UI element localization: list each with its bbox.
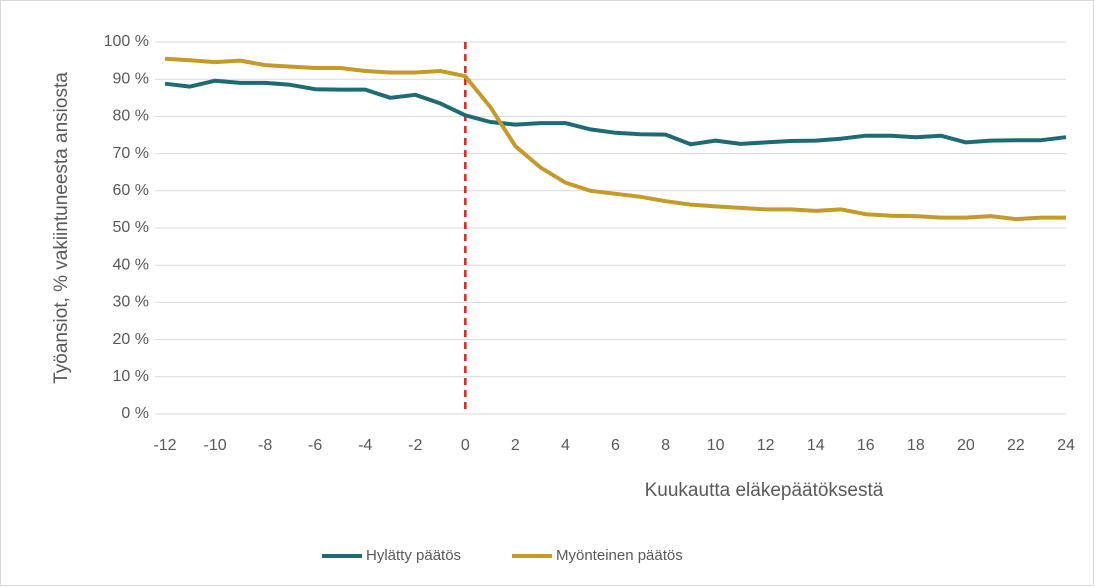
x-tick-label: -6: [308, 437, 322, 454]
y-tick-label: 10 %: [113, 368, 149, 385]
x-tick-label: 12: [757, 437, 775, 454]
x-tick-label: -10: [203, 437, 226, 454]
legend-label: Myönteinen päätös: [556, 547, 683, 564]
y-tick-label: 0 %: [121, 405, 149, 422]
x-tick-label: -2: [408, 437, 422, 454]
x-axis-title: Kuukautta eläkepäätöksestä: [645, 480, 884, 501]
y-tick-label: 20 %: [113, 331, 149, 348]
y-tick-label: 60 %: [113, 182, 149, 199]
y-tick-label: 40 %: [113, 256, 149, 273]
legend-label: Hylätty päätös: [366, 547, 461, 564]
x-tick-label: 10: [707, 437, 725, 454]
x-tick-label: 16: [857, 437, 875, 454]
y-axis-title: Työansiot, % vakiintuneesta ansiosta: [51, 72, 72, 384]
data-line: [164, 78, 1067, 147]
y-tick-label: 80 %: [113, 108, 149, 125]
x-tick-label: 20: [957, 437, 975, 454]
x-tick-label: 22: [1007, 437, 1025, 454]
x-tick-label: 14: [807, 437, 825, 454]
x-tick-label: 0: [461, 437, 470, 454]
x-tick-label: -8: [258, 437, 272, 454]
y-tick-label: 70 %: [113, 145, 149, 162]
x-tick-label: 18: [907, 437, 925, 454]
y-tick-label: 90 %: [113, 70, 149, 87]
x-tick-label: 4: [561, 437, 570, 454]
x-tick-label: 2: [511, 437, 520, 454]
y-tick-label: 100 %: [104, 33, 149, 50]
x-tick-label: 24: [1057, 437, 1075, 454]
x-tick-label: -12: [153, 437, 176, 454]
y-tick-label: 50 %: [113, 219, 149, 236]
y-tick-label: 30 %: [113, 294, 149, 311]
x-tick-label: 8: [661, 437, 670, 454]
x-tick-label: 6: [611, 437, 620, 454]
x-tick-label: -4: [358, 437, 372, 454]
data-line: [164, 56, 1066, 222]
